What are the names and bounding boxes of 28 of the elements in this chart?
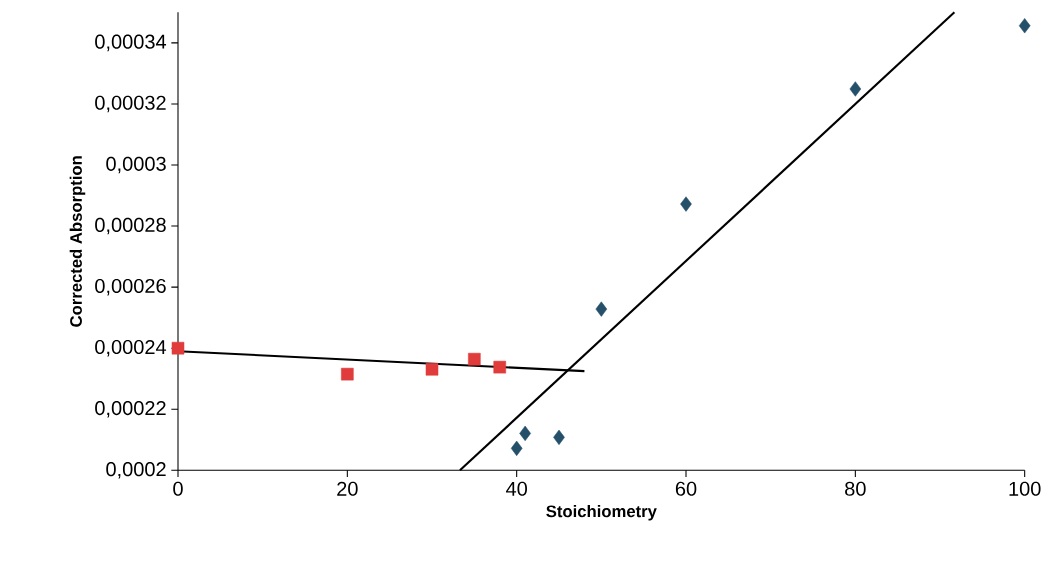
x-axis-title: Stoichiometry: [546, 504, 657, 521]
x-tick-label: 60: [675, 481, 697, 496]
point: [341, 367, 354, 381]
point: [510, 440, 523, 456]
x-tick-label: 0: [173, 481, 183, 496]
point: [680, 196, 692, 212]
y-tick-label: 0,00024: [95, 339, 167, 357]
point: [553, 429, 565, 445]
y-tick-label: 0,00022: [95, 401, 166, 418]
y-tick-label: 0,00034: [95, 34, 167, 52]
point: [493, 360, 507, 374]
y-tick-label: 0,0003: [106, 156, 166, 174]
x-tick-label: 20: [337, 481, 358, 496]
point: [468, 352, 481, 366]
point: [595, 301, 608, 317]
y-tick-label: 0,00032: [95, 95, 166, 113]
point: [849, 81, 862, 97]
point: [171, 341, 185, 355]
x-tick-label: 80: [845, 481, 866, 496]
point: [1018, 18, 1031, 34]
y-tick-label: 0,00026: [95, 278, 166, 296]
y-tick-label: 0,0002: [106, 462, 166, 479]
x-tick-label: 40: [506, 481, 527, 496]
y-axis-title: Corrected Absorption: [69, 156, 86, 327]
point: [425, 363, 439, 376]
x-tick-label: 100: [1009, 481, 1041, 496]
point: [519, 425, 531, 441]
y-tick-label: 0,00028: [95, 217, 166, 235]
